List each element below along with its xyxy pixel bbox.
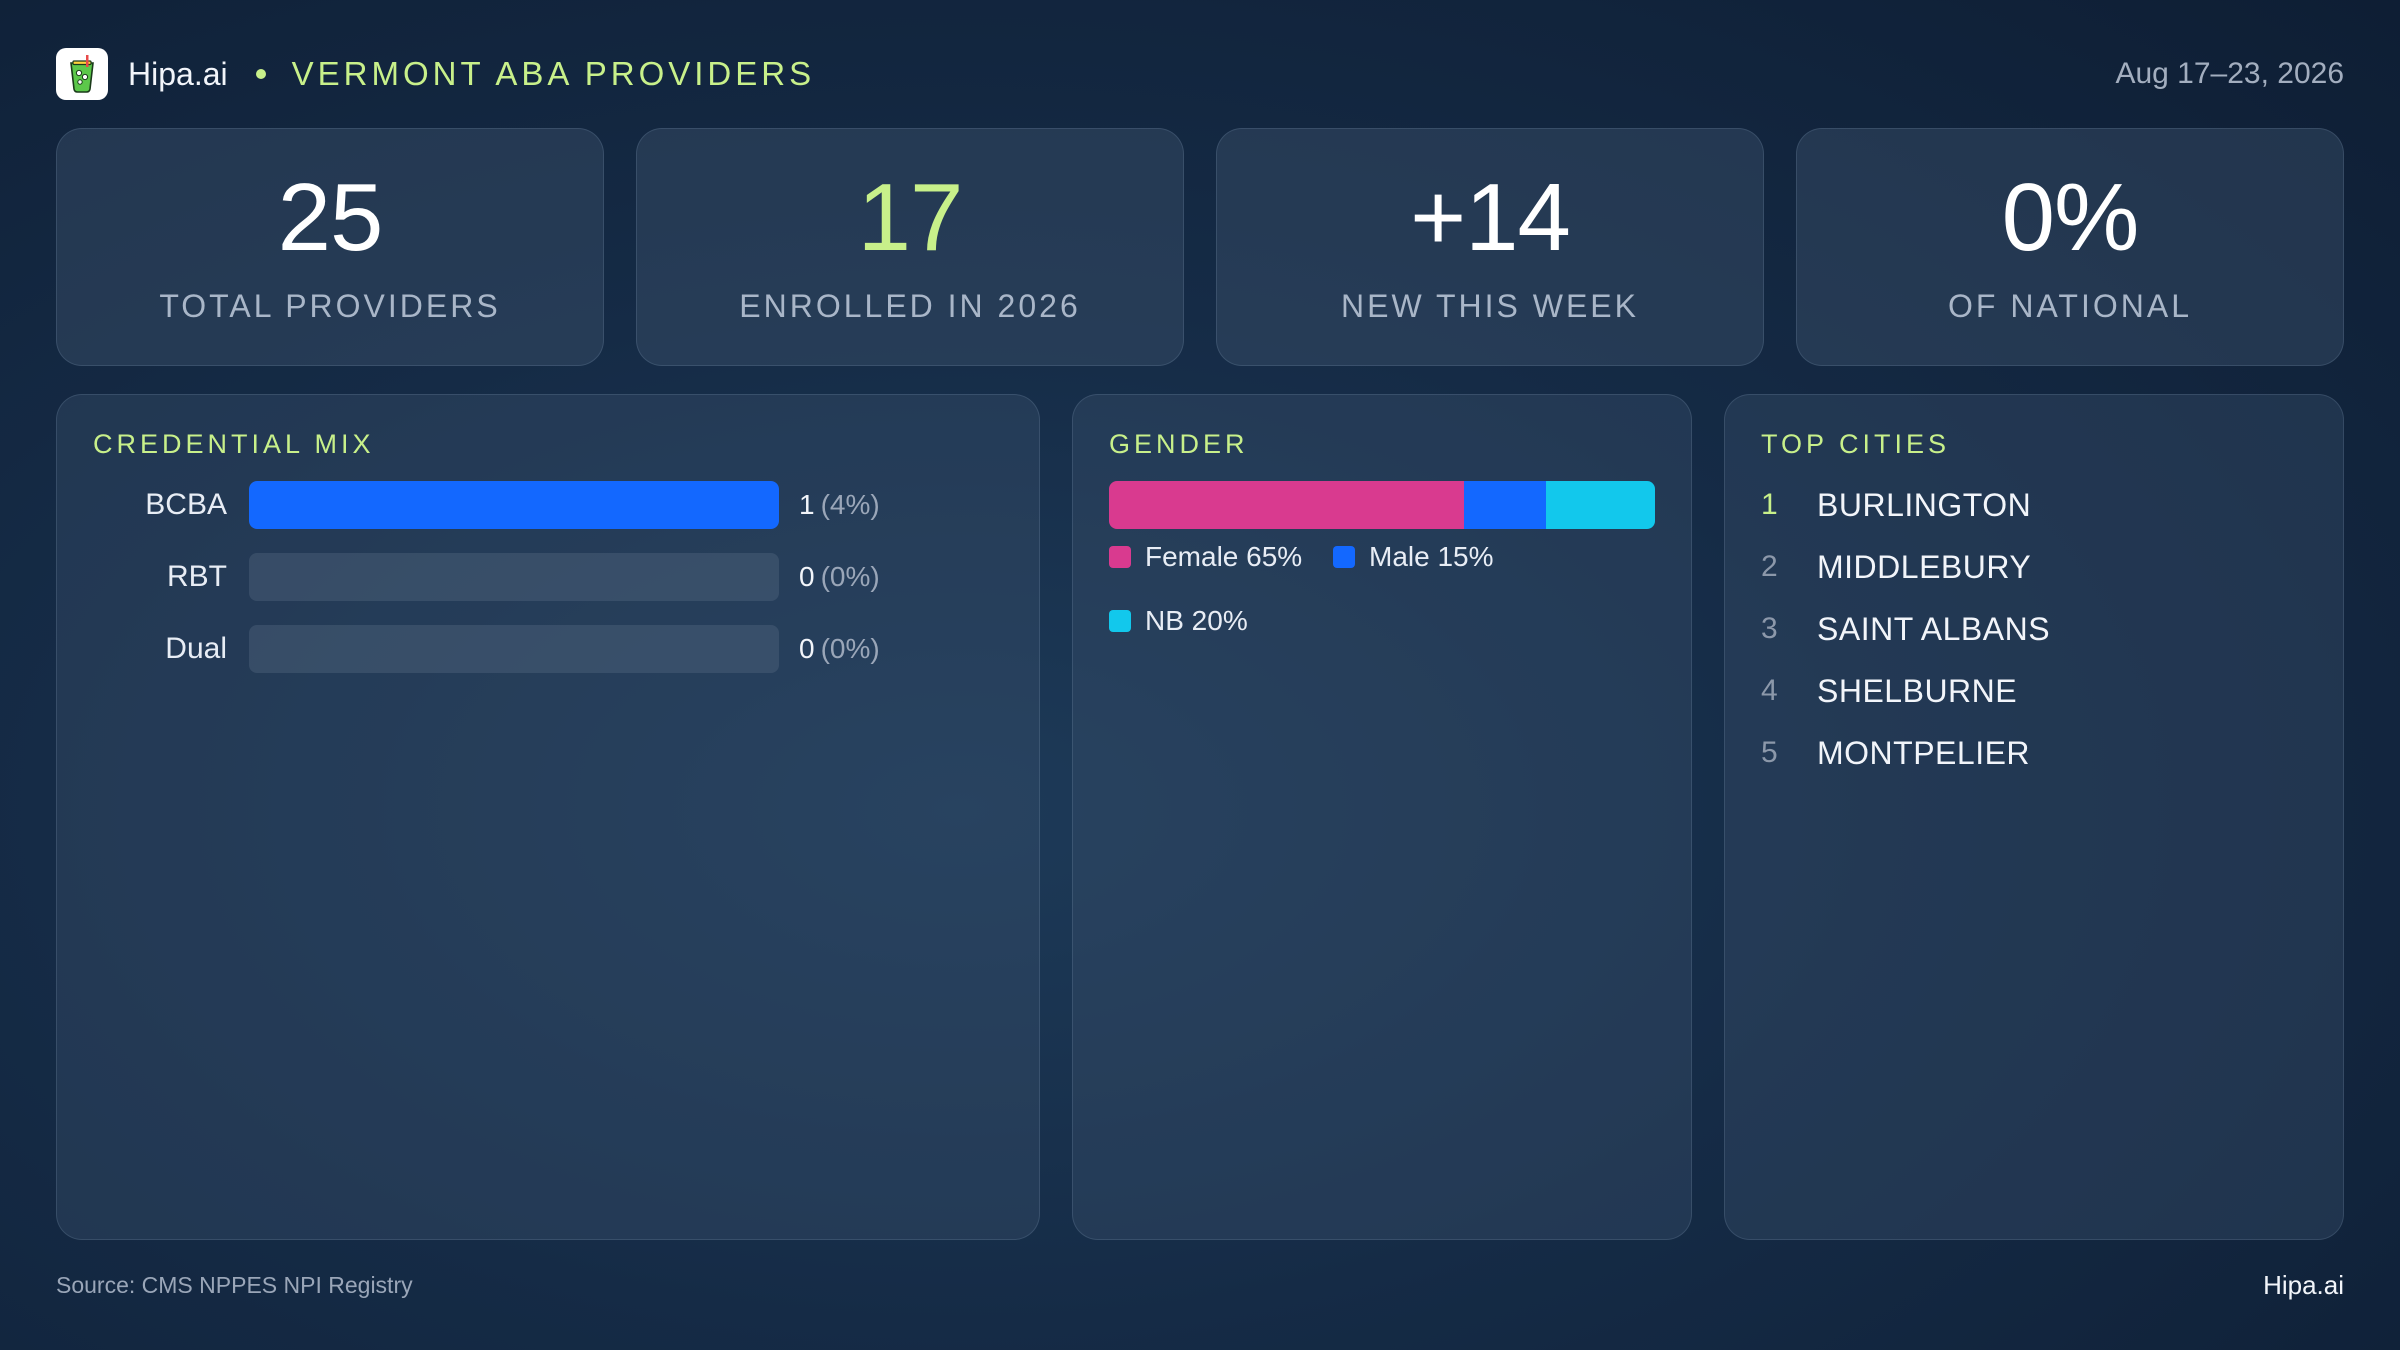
credential-value: 0 (0%) [799,633,880,665]
credential-count: 0 [799,633,815,664]
credential-value: 1 (4%) [799,489,880,521]
panel-title: GENDER [1109,429,1249,459]
panel-title: CREDENTIAL MIX [93,429,375,459]
gender-segment-female [1109,481,1464,529]
legend-item-female: Female 65% [1109,541,1302,573]
credential-percent: (0%) [820,633,880,664]
credential-mix-panel: CREDENTIAL MIX BCBA 1 (4%) RBT 0 (0%) Dual… [56,394,1040,1240]
kpi-card-enrolled: 17 ENROLLED IN 2026 [636,128,1184,366]
city-name: MIDDLEBURY [1817,548,2032,585]
city-name: MONTPELIER [1817,734,2031,771]
footer-brand: Hipa.ai [2263,1270,2344,1300]
legend-item-male: Male 15% [1333,541,1494,573]
kpi-label: NEW THIS WEEK [1341,287,1639,324]
kpi-label: TOTAL PROVIDERS [159,287,501,324]
logo [56,48,108,100]
page-title: VERMONT ABA PROVIDERS [291,55,816,92]
credential-row-dual: Dual 0 (0%) [93,625,880,673]
list-item: 2 MIDDLEBURY [1761,547,2031,587]
kpi-label: ENROLLED IN 2026 [739,287,1081,324]
gender-segment-male [1463,481,1546,529]
credential-count: 0 [799,561,815,592]
list-item: 4 SHELBURNE [1761,671,2017,711]
city-name: SAINT ALBANS [1817,610,2051,647]
credential-count: 1 [799,489,815,520]
kpi-row: 25 TOTAL PROVIDERS 17 ENROLLED IN 2026 +… [56,128,2344,366]
credential-label: RBT [167,560,227,593]
city-rank: 2 [1761,550,1778,583]
city-rank: 5 [1761,736,1778,769]
header: Hipa.ai VERMONT ABA PROVIDERS Aug 17–23,… [56,48,2344,100]
brand-name: Hipa.ai [128,55,228,92]
city-rank: 3 [1761,612,1778,645]
legend-swatch [1109,610,1131,632]
city-rank: 4 [1761,674,1778,707]
credential-row-bcba: BCBA 1 (4%) [93,481,880,529]
list-item: 3 SAINT ALBANS [1761,609,2050,649]
kpi-card-new-this-week: +14 NEW THIS WEEK [1216,128,1764,366]
kpi-value: 25 [277,163,384,271]
cocktail-glass-icon [70,55,94,93]
credential-row-rbt: RBT 0 (0%) [93,553,880,601]
gender-segment-nb [1545,481,1655,529]
source-note: Source: CMS NPPES NPI Registry [56,1272,413,1298]
credential-label: Dual [165,632,227,665]
credential-percent: (0%) [820,561,880,592]
credential-bar-track [249,625,779,673]
kpi-value: 17 [857,163,964,271]
legend-label: Female 65% [1145,541,1303,572]
kpi-value: 0% [2001,163,2140,271]
legend-label: Male 15% [1369,541,1494,572]
credential-bar-fill [249,481,779,529]
gender-panel: GENDER Female 65% Male 15% NB 20% [1072,394,1692,1240]
credential-bar-track [249,481,779,529]
panel-title: TOP CITIES [1761,429,1951,459]
credential-percent: (4%) [820,489,880,520]
city-rank: 1 [1761,488,1778,521]
credential-value: 0 (0%) [799,561,880,593]
city-name: SHELBURNE [1817,672,2018,709]
date-range: Aug 17–23, 2026 [2115,57,2344,90]
list-item: 1 BURLINGTON [1761,485,2031,525]
kpi-card-of-national: 0% OF NATIONAL [1796,128,2344,366]
kpi-value: +14 [1410,163,1571,271]
credential-bar-track [249,553,779,601]
kpi-label: OF NATIONAL [1948,287,2192,324]
legend-swatch [1109,546,1131,568]
legend-swatch [1333,546,1355,568]
top-cities-panel: TOP CITIES 1 BURLINGTON 2 MIDDLEBURY 3 S… [1724,394,2344,1240]
legend-label: NB 20% [1145,605,1248,636]
list-item: 5 MONTPELIER [1761,733,2030,773]
city-name: BURLINGTON [1817,486,2032,523]
credential-label: BCBA [145,488,227,521]
kpi-card-total-providers: 25 TOTAL PROVIDERS [56,128,604,366]
legend-item-nb: NB 20% [1109,605,1248,637]
separator-dot [255,69,266,79]
gender-stacked-bar [1109,481,1655,529]
